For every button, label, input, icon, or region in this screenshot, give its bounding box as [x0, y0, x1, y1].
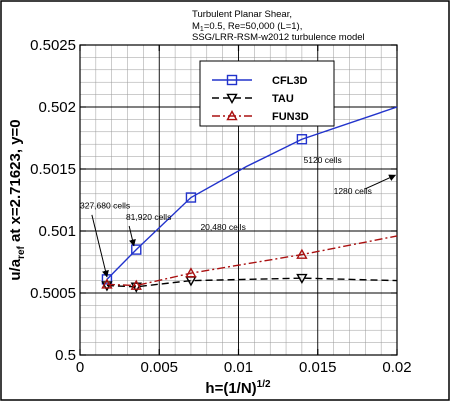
y-tick-label: 0.5015 — [30, 161, 76, 178]
legend-label-cfl3d: CFL3D — [272, 75, 308, 87]
series-point-cfl3d — [296, 134, 308, 145]
series-point-tau — [130, 282, 142, 293]
legend-box — [199, 60, 335, 127]
legend-label-tau: TAU — [272, 93, 294, 105]
annotation-label: 5120 cells — [303, 155, 341, 165]
series-cfl3d — [101, 106, 398, 285]
grid-minor — [80, 45, 397, 355]
legend-entry-fun3d: FUN3D — [212, 110, 309, 123]
legend: CFL3D TAU FUN3D — [199, 60, 335, 127]
series-point-fun3d — [296, 248, 308, 259]
x-tick-labels: 0 0.005 0.01 0.015 0.02 — [76, 359, 412, 376]
legend-entry-cfl3d: CFL3D — [212, 74, 308, 87]
title-line-2: M1=0.5, Re=50,000 (L=1), — [192, 21, 302, 33]
legend-marker-tau — [226, 93, 238, 104]
title-line-1: Turbulent Planar Shear, — [192, 9, 292, 20]
y-tick-label: 0.502 — [38, 99, 76, 116]
x-tick-label: 0 — [76, 359, 84, 376]
x-tick-label: 0.015 — [299, 359, 337, 376]
annotation-label: 20,480 cells — [200, 222, 245, 232]
series-layer — [101, 106, 398, 293]
series-point-cfl3d — [131, 244, 142, 255]
title-line-2-rest: =0.5, Re=50,000 (L=1), — [204, 21, 303, 32]
series-point-cfl3d — [185, 192, 197, 203]
y-tick-label: 0.501 — [38, 223, 76, 240]
annotation-arrow — [91, 214, 109, 278]
series-point-fun3d — [101, 278, 113, 289]
annotation-arrow — [128, 225, 136, 247]
series-point-fun3d — [130, 279, 142, 290]
series-point-tau — [296, 273, 308, 285]
series-fun3d — [101, 235, 398, 290]
x-axis-label-main: h=(1/N) — [205, 380, 256, 397]
x-axis-label: h=(1/N)1/2 — [205, 379, 271, 397]
series-point-fun3d — [185, 267, 197, 278]
series-line-fun3d — [106, 235, 398, 287]
x-tick-label: 0.005 — [140, 359, 178, 376]
title-line-3: SSG/LRR-RSM-w2012 turbulence model — [192, 32, 365, 43]
legend-entries: CFL3D TAU FUN3D — [212, 74, 309, 123]
x-tick-label: 0.01 — [224, 359, 253, 376]
legend-marker-fun3d — [226, 110, 238, 121]
x-tick-label: 0.02 — [382, 359, 411, 376]
chart-title: Turbulent Planar Shear, M1=0.5, Re=50,00… — [192, 9, 365, 43]
y-tick-label: 0.5005 — [30, 285, 76, 302]
y-axis-label-suffix: at x=2.71623, y=0 — [7, 119, 24, 246]
annotation-label: 1280 cells — [334, 186, 372, 196]
annotation-label: 327,680 cells — [80, 201, 130, 211]
y-tick-label: 0.5 — [55, 347, 76, 364]
series-point-tau — [101, 281, 113, 292]
annotation-arrow — [365, 174, 397, 190]
y-tick-label: 0.5025 — [30, 37, 76, 54]
title-mach-subscript: 1 — [200, 26, 204, 33]
legend-entry-tau: TAU — [212, 93, 294, 105]
tick-marks — [79, 44, 398, 356]
legend-label-fun3d: FUN3D — [272, 111, 309, 123]
annotation-label: 81,920 cells — [126, 212, 171, 222]
y-axis-label: u/aref at x=2.71623, y=0 — [7, 119, 27, 280]
y-tick-labels: 0.5 0.5005 0.501 0.5015 0.502 0.5025 — [30, 37, 76, 364]
legend-marker-cfl3d — [226, 74, 238, 86]
y-axis-label-sub: ref — [16, 245, 27, 258]
x-axis-label-sup: 1/2 — [257, 379, 271, 390]
y-axis-label-prefix: u/a — [7, 258, 24, 280]
title-mach-symbol: M — [192, 21, 200, 32]
